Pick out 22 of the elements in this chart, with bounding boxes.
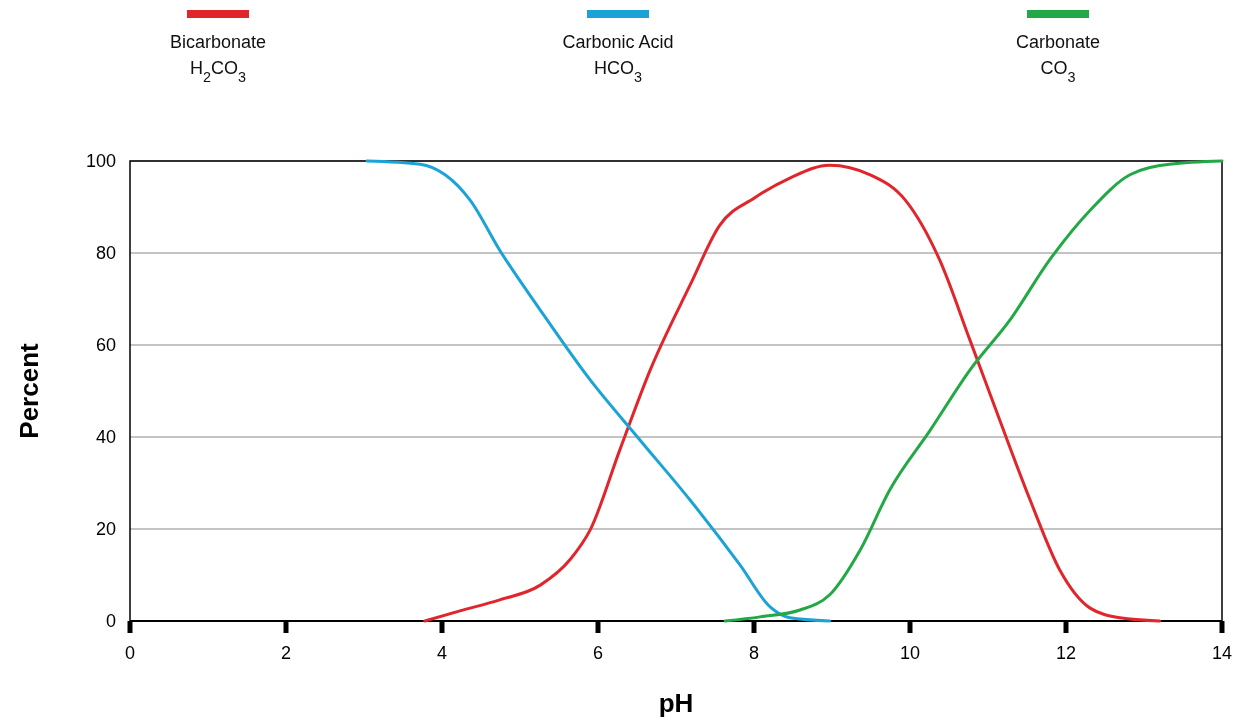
y-tick-label: 0 (105, 611, 116, 631)
y-axis-title: Percent (14, 342, 44, 439)
x-tick-label: 6 (592, 643, 604, 663)
x-tick-label: 4 (436, 643, 448, 663)
y-tick-label: 40 (95, 427, 116, 447)
y-tick-label: 80 (95, 243, 116, 263)
x-tick-label: 14 (1211, 643, 1233, 663)
x-tick-label: 8 (748, 643, 760, 663)
y-tick-label: 20 (95, 519, 116, 539)
line-series (365, 159, 832, 623)
x-tick-label: 10 (899, 643, 921, 663)
legend-label: Carbonate CO$_{3}$ (1015, 32, 1101, 85)
x-tick-label: 2 (280, 643, 292, 663)
y-tick-label: 60 (95, 335, 116, 355)
line-series (423, 163, 1162, 623)
line-series (723, 159, 1224, 623)
x-axis-title: pH (658, 688, 694, 718)
x-tick-label: 12 (1055, 643, 1077, 663)
legend-label: Carbonic Acid HCO$_{3}$ (562, 32, 674, 85)
x-tick-label: 0 (124, 643, 136, 663)
y-tick-label: 100 (85, 151, 116, 171)
legend-label: Bicarbonate H$_{2}$CO$_{3}$ (169, 32, 267, 85)
